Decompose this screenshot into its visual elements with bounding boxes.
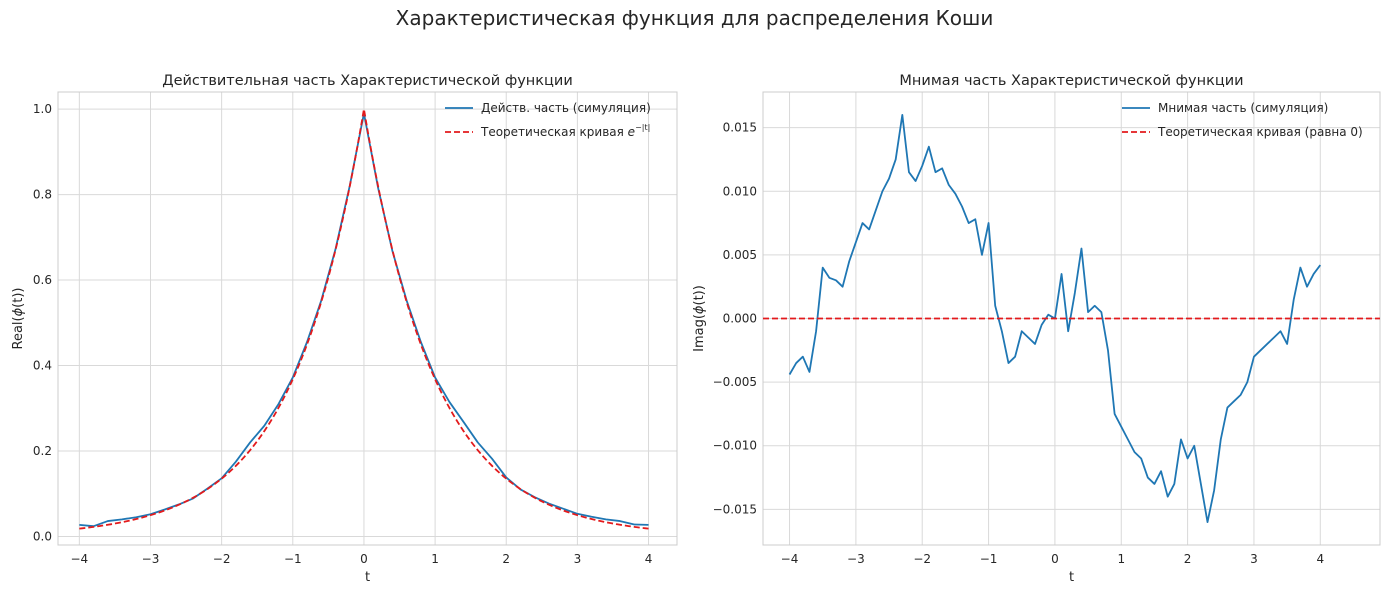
subplot-title: Мнимая часть Характеристической функции [899,73,1243,89]
x-tick-label: 4 [1316,552,1324,566]
subplot-right: −4 −3 −2 −1 0 1 2 3 4 −0.015 −0.010 −0.005 0.000 0.00… [692,73,1381,585]
x-tick-label: −2 [213,552,231,566]
y-label-arg: (t) [692,290,707,305]
y-label-var: ϕ [692,305,707,314]
legend-label-prefix: Теоретическая кривая [480,125,628,139]
y-tick-label: 0.2 [33,444,52,458]
x-tick-label: −1 [284,552,302,566]
x-tick-label: −1 [980,552,998,566]
x-tick-label: −3 [847,552,865,566]
y-tick-label: 0.6 [33,273,52,287]
x-tick-label: 1 [431,552,439,566]
y-axis-label: Imag(ϕ(t)) [692,285,707,352]
x-tick-label: −4 [781,552,799,566]
axes-frame [57,91,678,546]
x-tick-label: 3 [574,552,582,566]
legend-label-1: Теоретическая кривая (равна 0) [1157,125,1363,139]
y-label-var: ϕ [11,307,26,316]
legend-label-0: Действ. часть (симуляция) [481,101,651,115]
plot-area [763,114,1380,523]
y-tick-label: 0.015 [723,121,757,135]
subplot-left: −4 −3 −2 −1 0 1 2 3 4 0.0 0.2 0.4 0.6 0.8 1.0 Действите… [11,73,678,585]
y-axis-label: Real(ϕ(t)) [11,287,26,349]
x-tick-label: −3 [142,552,160,566]
y-tick-label: 0.4 [33,359,52,373]
y-tick-label: 0.010 [723,184,757,198]
x-tick-label: 2 [1184,552,1192,566]
y-tick-label: −0.015 [713,502,757,516]
y-tick-label: 0.0 [33,529,52,543]
legend-label-sup: −|t| [635,123,650,132]
y-label-prefix: Real( [11,316,26,349]
y-tick-label: −0.010 [713,439,757,453]
y-label-arg: (t) [11,293,26,308]
y-tick-label: −0.005 [713,375,757,389]
x-tick-label: 1 [1117,552,1125,566]
x-tick-label: −2 [913,552,931,566]
y-tick-label: 0.8 [33,188,52,202]
y-tick-label: 0.005 [723,248,757,262]
x-axis-label: t [365,570,370,585]
legend-label-base: e [628,125,635,139]
y-label-prefix: Imag( [692,314,707,352]
x-tick-label: 2 [502,552,510,566]
x-tick-label: 4 [645,552,653,566]
legend-label-1: Теоретическая кривая e−|t| [480,123,650,139]
subplot-title: Действительная часть Характеристической … [162,73,573,89]
x-axis-label: t [1069,570,1074,585]
x-tick-label: 3 [1250,552,1258,566]
figure-suptitle: Характеристическая функция для распредел… [395,6,994,30]
x-tick-label: 0 [360,552,368,566]
legend-label-0: Мнимая часть (симуляция) [1158,101,1328,115]
y-tick-label: 0.000 [723,312,757,326]
plot-area [79,108,649,530]
y-tick-label: 1.0 [33,102,52,116]
y-label-suffix: ) [11,287,26,292]
x-tick-label: −4 [70,552,88,566]
x-tick-label: 0 [1051,552,1059,566]
y-label-suffix: ) [692,285,707,290]
